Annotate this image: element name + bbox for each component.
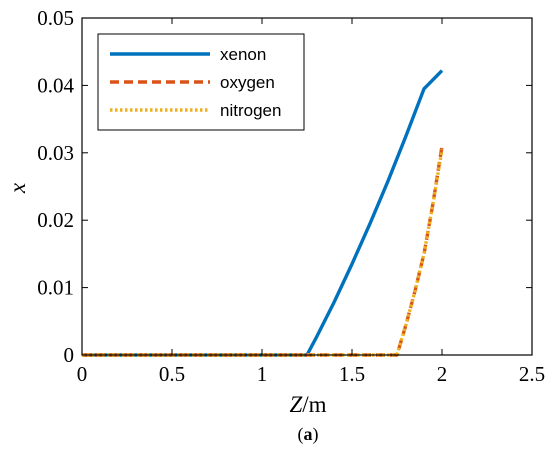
- x-axis-label-unit: /m: [302, 392, 326, 417]
- caption-open: (: [298, 424, 304, 445]
- caption-close: ): [313, 424, 319, 445]
- series-line-xenon: [82, 69, 444, 357]
- x-tick-label: 1.5: [339, 362, 365, 386]
- axis-ticks: 0 0.5 1 1.5 2 2.5 0 0.01 0.02 0.03 0.04 0.05: [37, 6, 545, 386]
- x-tick-label: 1: [257, 362, 268, 386]
- x-tick-label: 0.5: [159, 362, 185, 386]
- legend-label-oxygen: oxygen: [220, 73, 275, 92]
- caption-letter: a: [304, 424, 313, 444]
- y-tick-label: 0.04: [37, 73, 74, 97]
- y-tick-label: 0.05: [37, 6, 74, 30]
- x-axis-label-symbol: Z: [289, 392, 302, 417]
- y-axis-label: x: [5, 182, 30, 194]
- y-tick-label: 0.02: [37, 208, 74, 232]
- x-tick-label: 0: [77, 362, 88, 386]
- y-tick-label: 0: [64, 343, 75, 367]
- figure-caption: (a): [298, 424, 319, 445]
- legend-label-nitrogen: nitrogen: [220, 101, 281, 120]
- plot-frame: [81, 17, 533, 356]
- y-tick-label: 0.03: [37, 141, 74, 165]
- legend: xenon oxygen nitrogen: [97, 33, 305, 131]
- x-axis-label: Z/m: [289, 392, 326, 417]
- x-tick-label: 2: [437, 362, 448, 386]
- y-tick-label: 0.01: [37, 276, 74, 300]
- legend-label-xenon: xenon: [220, 45, 266, 64]
- x-tick-label: 2.5: [519, 362, 545, 386]
